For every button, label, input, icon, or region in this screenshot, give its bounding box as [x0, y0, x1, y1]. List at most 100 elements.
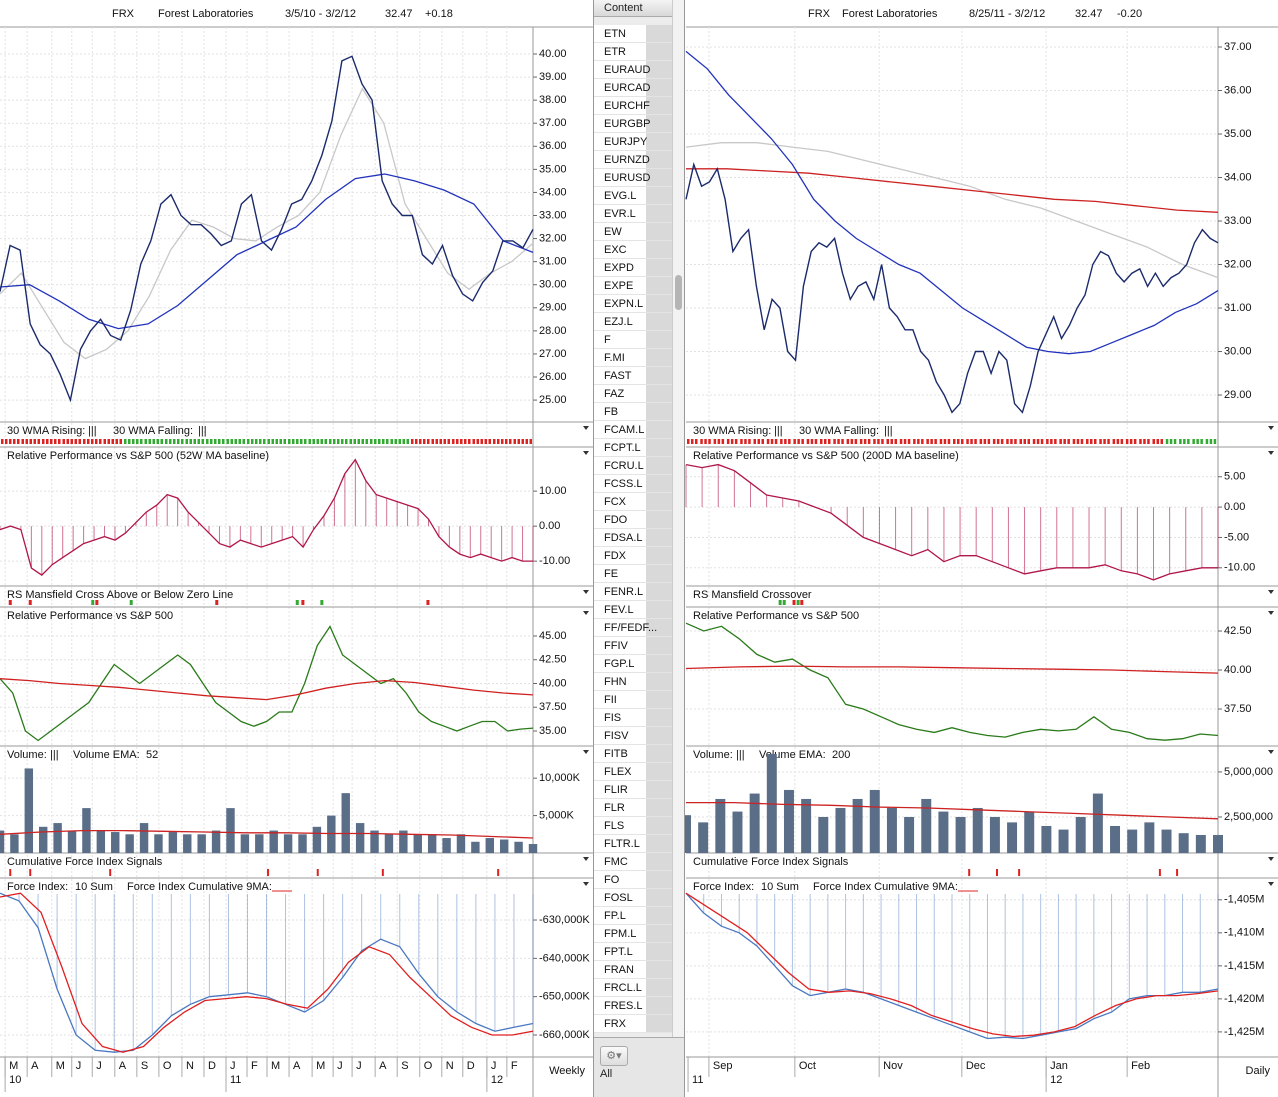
panel-label: |||	[774, 425, 783, 437]
wma-cell	[214, 439, 217, 444]
list-item[interactable]: FCPT.L	[594, 439, 672, 457]
wma-cell	[189, 439, 192, 444]
scroll-thumb[interactable]	[675, 275, 682, 310]
x-tick-label: M	[56, 1060, 65, 1072]
list-item[interactable]: FII	[594, 691, 672, 709]
all-filter[interactable]: All	[600, 1068, 613, 1080]
list-item[interactable]: FIS	[594, 709, 672, 727]
panel-menu[interactable]	[583, 451, 589, 455]
list-item[interactable]: FOSL	[594, 889, 672, 907]
list-item[interactable]: FMC	[594, 853, 672, 871]
list-item[interactable]: FRX	[594, 1015, 672, 1033]
panel-menu[interactable]	[1268, 857, 1274, 861]
list-item[interactable]: FAST	[594, 367, 672, 385]
list-item[interactable]: EURCHF	[594, 97, 672, 115]
list-header[interactable]: Content	[594, 0, 672, 17]
list-item[interactable]: FCSS.L	[594, 475, 672, 493]
list-item[interactable]: FE	[594, 565, 672, 583]
list-item[interactable]: EXPD	[594, 259, 672, 277]
list-item[interactable]: FHN	[594, 673, 672, 691]
list-item[interactable]: FDSA.L	[594, 529, 672, 547]
volume-bar	[1007, 822, 1018, 853]
list-item[interactable]: FRES.L	[594, 997, 672, 1015]
list-item[interactable]: EURNZD	[594, 151, 672, 169]
panel-menu[interactable]	[1268, 882, 1274, 886]
list-item[interactable]: F	[594, 331, 672, 349]
list-item[interactable]: FGP.L	[594, 655, 672, 673]
panel-label: Relative Performance vs S&P 500	[693, 610, 859, 622]
panel-menu[interactable]	[583, 590, 589, 594]
list-item[interactable]: FLTR.L	[594, 835, 672, 853]
list-item[interactable]: EURAUD	[594, 61, 672, 79]
list-item[interactable]: FLR	[594, 799, 672, 817]
panel-menu[interactable]	[1268, 750, 1274, 754]
panel-menu[interactable]	[1268, 426, 1274, 430]
wma-cell	[529, 439, 532, 444]
list-item[interactable]: FCX	[594, 493, 672, 511]
volume-bar	[355, 823, 365, 853]
volume-bar	[749, 793, 760, 853]
panel-menu[interactable]	[583, 882, 589, 886]
wma-cell	[1063, 439, 1066, 444]
wma-cell	[1006, 439, 1009, 444]
wma-cell	[66, 439, 69, 444]
panel-menu[interactable]	[1268, 611, 1274, 615]
list-item[interactable]: FDX	[594, 547, 672, 565]
list-item[interactable]: FRCL.L	[594, 979, 672, 997]
list-item[interactable]: FAZ	[594, 385, 672, 403]
list-item[interactable]: FCAM.L	[594, 421, 672, 439]
cfi-signal	[381, 869, 384, 876]
wma-cell	[423, 439, 426, 444]
panel-menu[interactable]	[583, 426, 589, 430]
list-item[interactable]: FLIR	[594, 781, 672, 799]
list-item[interactable]: ETR	[594, 43, 672, 61]
list-item[interactable]: FB	[594, 403, 672, 421]
wma-cell	[431, 439, 434, 444]
list-item[interactable]: FLEX	[594, 763, 672, 781]
list-item[interactable]: FITB	[594, 745, 672, 763]
list-item[interactable]: FEV.L	[594, 601, 672, 619]
list-item[interactable]: FENR.L	[594, 583, 672, 601]
wma-cell	[1076, 439, 1080, 444]
list-item[interactable]: EW	[594, 223, 672, 241]
list-item[interactable]: FRAN	[594, 961, 672, 979]
list-item[interactable]: EVR.L	[594, 205, 672, 223]
wma-cell	[780, 439, 783, 444]
list-item[interactable]: EXC	[594, 241, 672, 259]
panel-menu[interactable]	[583, 857, 589, 861]
panel-menu[interactable]	[583, 611, 589, 615]
list-item[interactable]: FDO	[594, 511, 672, 529]
list-item[interactable]: EURUSD	[594, 169, 672, 187]
scrollbar[interactable]	[672, 0, 684, 1037]
list-item[interactable]: FPM.L	[594, 925, 672, 943]
list-item[interactable]: F.MI	[594, 349, 672, 367]
panel-menu[interactable]	[1268, 451, 1274, 455]
list-item[interactable]: EURCAD	[594, 79, 672, 97]
list-item[interactable]: FISV	[594, 727, 672, 745]
list-item[interactable]: EZJ.L	[594, 313, 672, 331]
list-item[interactable]: EVG.L	[594, 187, 672, 205]
wma-cell	[1120, 439, 1124, 444]
list-item[interactable]: FO	[594, 871, 672, 889]
y-tick-label: -10.00	[539, 555, 570, 567]
volume-bar	[1178, 833, 1189, 853]
volume-bar	[869, 789, 880, 853]
wma-cell	[1152, 439, 1155, 444]
list-item[interactable]: EXPE	[594, 277, 672, 295]
list-item[interactable]: FP.L	[594, 907, 672, 925]
wma-cell	[5, 439, 8, 444]
list-item[interactable]: FPT.L	[594, 943, 672, 961]
list-item[interactable]: FF/FEDF...	[594, 619, 672, 637]
list-item[interactable]: FCRU.L	[594, 457, 672, 475]
list-item[interactable]: EURJPY	[594, 133, 672, 151]
settings-button[interactable]: ⚙▾	[600, 1046, 628, 1066]
wma-cell	[1112, 439, 1116, 444]
list-item[interactable]: FFIV	[594, 637, 672, 655]
wma-cell	[867, 439, 871, 444]
list-item[interactable]: EURGBP	[594, 115, 672, 133]
panel-menu[interactable]	[583, 750, 589, 754]
list-item[interactable]: FLS	[594, 817, 672, 835]
list-item[interactable]: ETN	[594, 25, 672, 43]
panel-menu[interactable]	[1268, 590, 1274, 594]
list-item[interactable]: EXPN.L	[594, 295, 672, 313]
